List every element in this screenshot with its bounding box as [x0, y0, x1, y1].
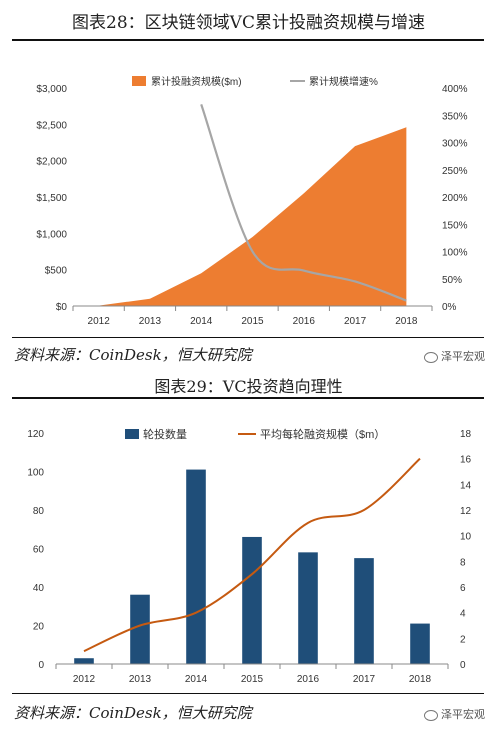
x-tick-label: 2012 — [73, 674, 96, 685]
line-series-growth — [200, 103, 407, 302]
y-left-tick-label: $0 — [56, 302, 68, 313]
y-right-tick-label: 50% — [442, 275, 462, 286]
chart2-source: 资料来源：CoinDesk，恒大研究院 — [14, 704, 252, 722]
chart2-watermark: 泽平宏观 — [424, 706, 485, 722]
y-left-tick-label: 100 — [27, 468, 44, 479]
bar-2012 — [74, 658, 94, 664]
x-tick-label: 2012 — [88, 316, 111, 327]
chart1-bottom-rule — [12, 337, 484, 338]
y-left-tick-label: $3,000 — [36, 84, 67, 95]
legend-swatch-bar — [125, 429, 139, 439]
y-right-tick-label: 16 — [460, 455, 472, 466]
y-left-tick-label: $1,500 — [36, 193, 67, 204]
x-tick-label: 2016 — [293, 316, 316, 327]
y-right-tick-label: 2 — [460, 634, 466, 645]
y-right-tick-label: 18 — [460, 429, 472, 440]
x-tick-label: 2016 — [297, 674, 320, 685]
y-right-tick-label: 400% — [442, 84, 468, 95]
y-left-tick-label: $2,500 — [36, 120, 67, 131]
bar-2013 — [130, 594, 150, 664]
chart2-top-rule — [12, 397, 484, 399]
x-tick-label: 2015 — [241, 316, 264, 327]
x-tick-label: 2018 — [395, 316, 418, 327]
bar-2015 — [242, 536, 262, 664]
y-right-tick-label: 200% — [442, 193, 468, 204]
bar-2018 — [410, 623, 430, 664]
legend-swatch-area — [132, 76, 146, 86]
y-left-tick-label: 40 — [33, 583, 45, 594]
chart1-watermark-text: 泽平宏观 — [441, 350, 485, 363]
bar-2016 — [298, 552, 318, 664]
legend-label-bar: 轮投数量 — [143, 427, 187, 441]
wechat-icon — [424, 351, 438, 363]
x-tick-label: 2017 — [353, 674, 376, 685]
x-tick-label: 2014 — [185, 674, 208, 685]
chart1-watermark: 泽平宏观 — [424, 348, 485, 364]
x-tick-label: 2013 — [129, 674, 152, 685]
wechat-icon — [424, 709, 438, 721]
legend-label-line: 平均每轮融资规模（$m） — [260, 427, 385, 441]
y-right-tick-label: 0% — [442, 302, 457, 313]
y-left-tick-label: 120 — [27, 429, 44, 440]
y-right-tick-label: 8 — [460, 557, 466, 568]
y-left-tick-label: 0 — [38, 660, 44, 671]
y-right-tick-label: 12 — [460, 506, 472, 517]
bar-2017 — [354, 558, 374, 664]
y-right-tick-label: 300% — [442, 139, 468, 150]
y-right-tick-label: 350% — [442, 111, 468, 122]
y-left-tick-label: $1,000 — [36, 229, 67, 240]
y-left-tick-label: $500 — [45, 266, 68, 277]
y-right-tick-label: 150% — [442, 220, 468, 231]
chart1-plot: 累计投融资规模($m) 累计规模增速% 2012 2013 2014 2015 2016… — [36, 75, 468, 327]
y-right-tick-label: 6 — [460, 583, 466, 594]
y-right-tick-label: 100% — [442, 248, 468, 259]
y-left-tick-label: 60 — [33, 545, 45, 556]
chart2-watermark-text: 泽平宏观 — [441, 708, 485, 721]
y-left-tick-label: $2,000 — [36, 157, 67, 168]
bar-2014 — [186, 469, 206, 664]
y-right-tick-label: 250% — [442, 166, 468, 177]
x-tick-label: 2017 — [344, 316, 367, 327]
y-right-tick-label: 0 — [460, 660, 466, 671]
chart1-top-rule — [12, 39, 484, 41]
y-left-tick-label: 80 — [33, 506, 45, 517]
y-right-tick-label: 4 — [460, 609, 466, 620]
chart2-bottom-rule — [12, 693, 484, 694]
x-tick-label: 2015 — [241, 674, 264, 685]
x-tick-label: 2014 — [190, 316, 213, 327]
x-tick-label: 2013 — [139, 316, 162, 327]
y-right-tick-label: 10 — [460, 532, 472, 543]
chart2-title: 图表29：VC投资趋向理性 — [154, 377, 343, 396]
chart1-title: 图表28：区块链领域VC累计投融资规模与增速 — [72, 13, 425, 33]
chart1-source: 资料来源：CoinDesk，恒大研究院 — [14, 346, 252, 364]
legend-label-area: 累计投融资规模($m) — [151, 75, 242, 88]
x-tick-label: 2018 — [409, 674, 432, 685]
area-series-cumulative — [98, 127, 407, 307]
y-left-tick-label: 20 — [33, 622, 45, 633]
chart2-plot: 轮投数量 平均每轮融资规模（$m） 2012 2013 2014 2015 2016 20… — [27, 427, 472, 685]
legend-label-line: 累计规模增速% — [309, 75, 378, 88]
y-right-tick-label: 14 — [460, 480, 472, 491]
